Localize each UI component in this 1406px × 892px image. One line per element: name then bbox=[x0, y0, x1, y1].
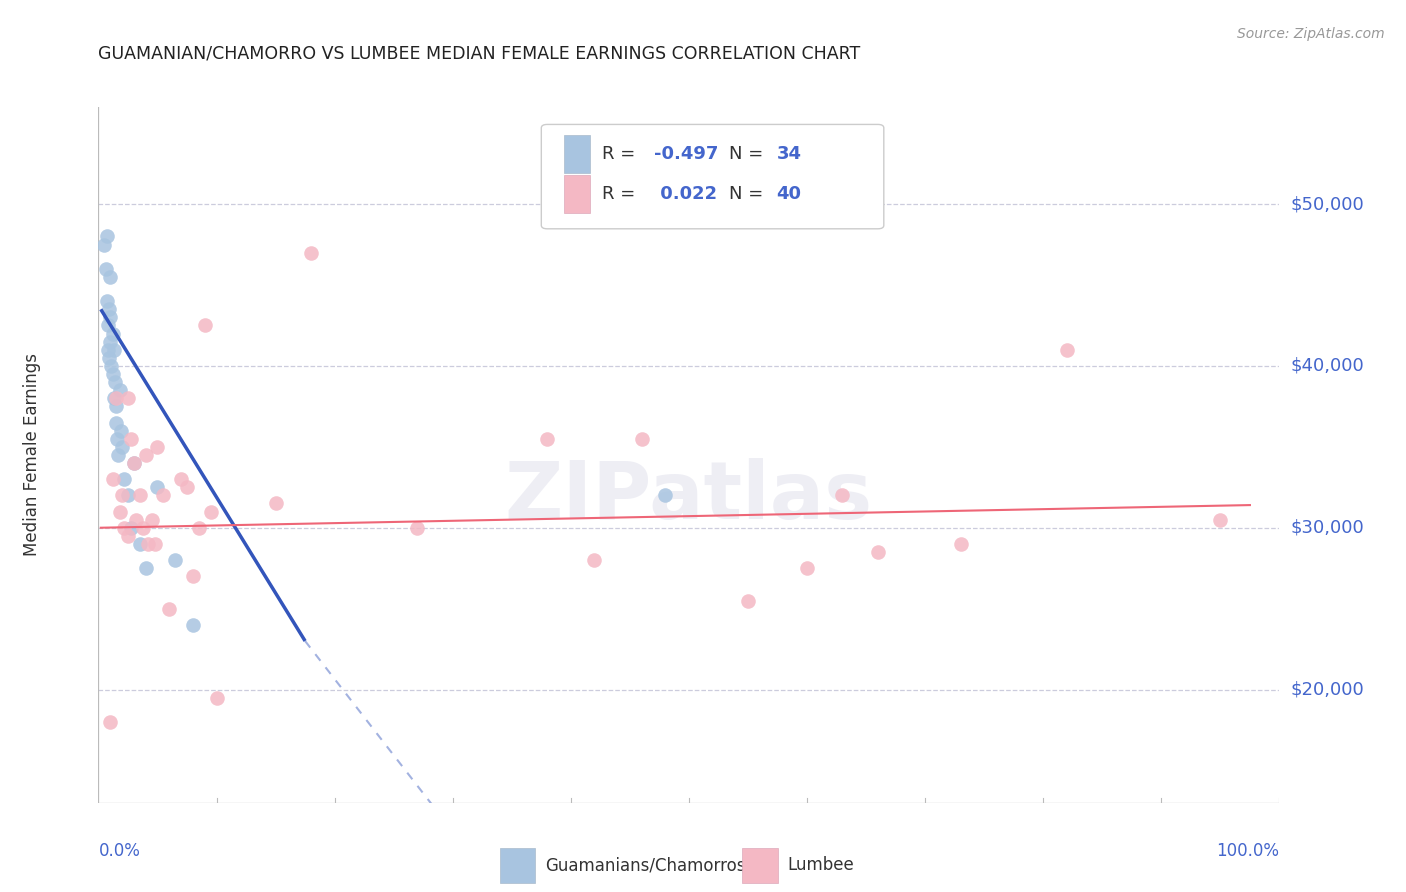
Text: Guamanians/Chamorros: Guamanians/Chamorros bbox=[546, 856, 745, 874]
Point bbox=[98, 334, 121, 349]
Point bbox=[101, 367, 124, 381]
Point bbox=[949, 537, 972, 551]
Point bbox=[104, 375, 127, 389]
Point bbox=[200, 504, 222, 518]
Point bbox=[143, 537, 166, 551]
Point bbox=[117, 529, 139, 543]
Point bbox=[108, 383, 131, 397]
Text: 34: 34 bbox=[776, 145, 801, 163]
Point bbox=[146, 480, 169, 494]
Point bbox=[176, 480, 198, 494]
Point bbox=[737, 593, 759, 607]
Point bbox=[108, 504, 131, 518]
Point bbox=[205, 690, 228, 705]
Point bbox=[121, 521, 143, 535]
Bar bbox=[501, 848, 536, 883]
Point bbox=[96, 294, 118, 309]
Point bbox=[165, 553, 187, 567]
Text: N =: N = bbox=[730, 185, 769, 203]
Point bbox=[98, 351, 121, 365]
Text: R =: R = bbox=[602, 145, 641, 163]
Point bbox=[866, 545, 889, 559]
Text: -0.497: -0.497 bbox=[654, 145, 718, 163]
Point bbox=[831, 488, 853, 502]
Point bbox=[93, 237, 115, 252]
Point bbox=[103, 343, 125, 357]
Point bbox=[98, 714, 121, 729]
Point bbox=[105, 416, 128, 430]
Point bbox=[152, 488, 174, 502]
Point bbox=[97, 343, 120, 357]
Text: 40: 40 bbox=[776, 185, 801, 203]
Text: N =: N = bbox=[730, 145, 769, 163]
Point bbox=[1209, 513, 1232, 527]
Text: 100.0%: 100.0% bbox=[1216, 842, 1279, 860]
Point bbox=[122, 456, 145, 470]
Point bbox=[101, 326, 124, 341]
Point bbox=[98, 269, 121, 284]
Point bbox=[117, 392, 139, 406]
Point bbox=[122, 456, 145, 470]
Point bbox=[103, 392, 125, 406]
Point bbox=[136, 537, 159, 551]
Point bbox=[536, 432, 558, 446]
Point bbox=[181, 617, 204, 632]
Point bbox=[111, 488, 134, 502]
Point bbox=[135, 448, 157, 462]
Point bbox=[111, 440, 134, 454]
Point bbox=[406, 521, 429, 535]
Text: GUAMANIAN/CHAMORRO VS LUMBEE MEDIAN FEMALE EARNINGS CORRELATION CHART: GUAMANIAN/CHAMORRO VS LUMBEE MEDIAN FEMA… bbox=[98, 45, 860, 62]
Point bbox=[264, 496, 287, 510]
FancyBboxPatch shape bbox=[541, 124, 884, 229]
Text: 0.022: 0.022 bbox=[654, 185, 717, 203]
Text: Median Female Earnings: Median Female Earnings bbox=[22, 353, 41, 557]
Text: Source: ZipAtlas.com: Source: ZipAtlas.com bbox=[1237, 27, 1385, 41]
Point bbox=[157, 601, 180, 615]
Point bbox=[194, 318, 217, 333]
Point bbox=[121, 432, 143, 446]
Point bbox=[170, 472, 193, 486]
Point bbox=[98, 302, 121, 317]
Point bbox=[105, 400, 128, 414]
Point bbox=[98, 310, 121, 325]
Text: ZIPatlas: ZIPatlas bbox=[505, 458, 873, 536]
Point bbox=[132, 521, 155, 535]
Point bbox=[146, 440, 169, 454]
Point bbox=[796, 561, 818, 575]
Point bbox=[112, 521, 135, 535]
Point bbox=[654, 488, 676, 502]
Text: $40,000: $40,000 bbox=[1291, 357, 1364, 375]
Point bbox=[583, 553, 606, 567]
Point bbox=[105, 432, 128, 446]
Point bbox=[100, 359, 122, 373]
Point bbox=[135, 561, 157, 575]
Point bbox=[110, 424, 132, 438]
Point bbox=[1056, 343, 1078, 357]
Point bbox=[187, 521, 209, 535]
Point bbox=[128, 488, 150, 502]
Point bbox=[117, 488, 139, 502]
Text: R =: R = bbox=[602, 185, 641, 203]
Text: $50,000: $50,000 bbox=[1291, 195, 1364, 213]
Point bbox=[105, 392, 128, 406]
Point bbox=[141, 513, 163, 527]
Bar bbox=[742, 848, 778, 883]
Text: $30,000: $30,000 bbox=[1291, 519, 1364, 537]
Point bbox=[112, 472, 135, 486]
Point bbox=[125, 513, 148, 527]
Point bbox=[101, 472, 124, 486]
Point bbox=[96, 229, 118, 244]
Point bbox=[128, 537, 150, 551]
Point bbox=[299, 245, 322, 260]
Point bbox=[630, 432, 652, 446]
Point bbox=[94, 261, 117, 276]
Bar bbox=[564, 175, 589, 213]
Bar bbox=[564, 136, 589, 173]
Point bbox=[97, 318, 120, 333]
Text: Lumbee: Lumbee bbox=[787, 856, 853, 874]
Point bbox=[107, 448, 129, 462]
Text: 0.0%: 0.0% bbox=[98, 842, 141, 860]
Text: $20,000: $20,000 bbox=[1291, 681, 1364, 698]
Point bbox=[181, 569, 204, 583]
